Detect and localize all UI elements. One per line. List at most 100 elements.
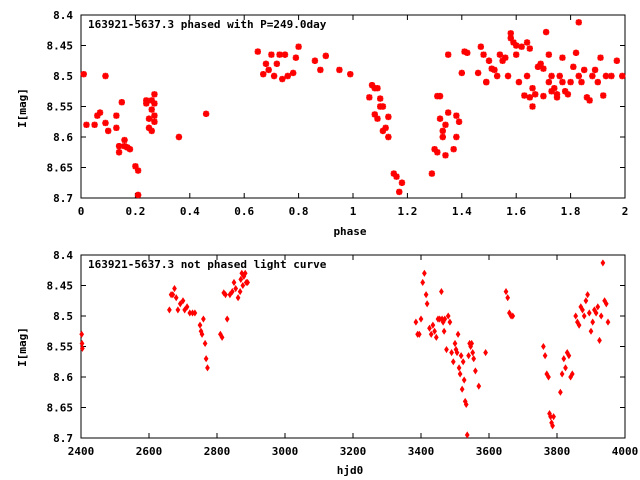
phased-data-point (148, 127, 155, 135)
phased-data-point (594, 78, 601, 86)
phased-data-point (491, 66, 498, 74)
unphased-data-point (541, 342, 546, 351)
phased-data-point (126, 146, 134, 153)
phased-x-tick-label: 0.8 (289, 205, 309, 218)
unphased-data-point (470, 349, 476, 357)
phased-data-point (428, 170, 436, 177)
unphased-data-point (245, 278, 250, 286)
phased-x-tick-label: 0 (78, 205, 85, 218)
unphased-data-point (223, 291, 228, 299)
unphased-data-point (424, 300, 430, 308)
unphased-data-point (590, 318, 596, 326)
unphased-data-point (573, 312, 579, 320)
phased-data-point (586, 97, 593, 104)
phased-x-tick-label: 1 (350, 205, 357, 218)
unphased-data-point (458, 352, 464, 360)
phased-data-point (385, 133, 392, 141)
unphased-data-point (483, 349, 488, 357)
phased-data-point (458, 69, 465, 77)
phased-data-point (434, 149, 441, 156)
phased-data-point (477, 43, 485, 50)
unphased-data-point (433, 333, 439, 341)
unphased-data-points (79, 259, 611, 439)
unphased-y-tick-label: 8.7 (53, 432, 73, 445)
unphased-data-point (197, 321, 203, 329)
unphased-data-point (180, 297, 186, 305)
unphased-data-point (561, 355, 567, 363)
phased-data-point (431, 146, 438, 153)
phased-data-point (439, 133, 446, 141)
unphased-data-point (505, 294, 511, 302)
phased-data-point (602, 72, 610, 80)
unphased-data-point (237, 288, 243, 296)
phased-data-point (289, 69, 297, 77)
phased-data-point (523, 39, 531, 46)
unphased-axis-ticks: 2400 2600 2800 3000 3200 3400 3600 3800 4000 8.4 8… (47, 249, 639, 458)
phased-data-point (148, 106, 155, 113)
unphased-data-point (432, 327, 437, 335)
phased-data-point (523, 72, 531, 80)
phased-data-point (600, 92, 607, 99)
unphased-y-tick-label: 8.5 (53, 310, 73, 323)
unphased-data-point (420, 278, 426, 286)
phased-data-point (464, 49, 471, 57)
unphased-data-point (442, 315, 448, 323)
phased-chart-title: 163921-5637.3 phased with P=249.0day (88, 18, 327, 31)
phased-data-point (619, 72, 626, 80)
phased-data-point (268, 51, 275, 58)
unphased-data-point (469, 339, 475, 347)
phased-data-point (91, 121, 98, 128)
phased-data-point (485, 57, 493, 64)
phased-data-point (175, 133, 183, 141)
phased-data-point (368, 81, 376, 89)
unphased-data-point (79, 330, 85, 338)
phased-data-point (398, 179, 406, 186)
phased-data-point (83, 121, 90, 128)
phased-y-tick-label: 8.4 (53, 9, 73, 22)
unphased-data-point (428, 330, 434, 338)
phased-data-point (608, 72, 615, 80)
unphased-data-point (240, 281, 246, 290)
phased-x-tick-label: 1.6 (506, 205, 526, 218)
phased-data-point (113, 124, 120, 132)
phased-data-point (121, 136, 128, 144)
phased-data-point (132, 163, 139, 170)
phased-data-point (545, 78, 553, 86)
unphased-data-point (600, 259, 606, 267)
unphased-data-point (229, 288, 235, 296)
phased-data-point (578, 78, 585, 86)
phased-data-point (115, 142, 123, 150)
phased-axis-ticks: 0 0.2 0.4 0.6 0.8 1 1.2 1.4 1.6 1.8 2 8.4 8.45 8.5 8.5… (47, 9, 629, 218)
phased-data-point (374, 85, 381, 92)
unphased-data-point (242, 269, 248, 277)
phased-plot-frame (80, 14, 626, 199)
unphased-data-point (598, 312, 604, 320)
phased-x-axis-label: phase (333, 225, 366, 238)
phased-data-point (453, 112, 460, 119)
phased-x-tick-label: 1.2 (397, 205, 417, 218)
unphased-data-point (476, 382, 482, 390)
phased-data-point (254, 48, 261, 55)
unphased-data-point (227, 291, 233, 299)
phased-y-tick-label: 8.65 (47, 162, 74, 175)
unphased-data-point (202, 339, 208, 347)
phased-data-point (597, 54, 604, 61)
phased-data-point (366, 94, 373, 101)
phased-data-point (347, 70, 354, 78)
phased-data-point (461, 48, 468, 55)
unphased-data-point (418, 315, 424, 323)
unphased-x-tick-label: 3800 (544, 445, 571, 458)
phased-data-point (134, 167, 142, 174)
unphased-data-point (447, 318, 453, 326)
unphased-data-point (199, 330, 205, 338)
phased-data-point (374, 115, 381, 122)
phased-data-point (148, 97, 155, 104)
phased-data-point (445, 109, 452, 116)
phased-data-point (379, 127, 387, 135)
unphased-data-point (441, 327, 447, 335)
unphased-data-point (583, 297, 589, 305)
unphased-data-point (454, 349, 460, 357)
phased-data-point (273, 60, 281, 67)
phased-data-point (439, 127, 446, 135)
